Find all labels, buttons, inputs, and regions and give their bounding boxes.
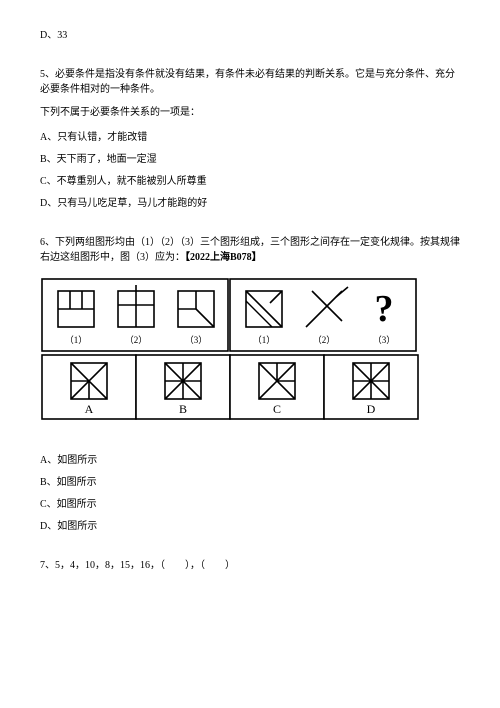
label-r3: （3） (373, 335, 396, 345)
q7-stem: 7、5，4，10，8，15，16，（ ），（ ） (40, 558, 460, 573)
q5-option-c: C、不尊重别人，就不能被别人所尊重 (40, 174, 460, 189)
label-opt-c: C (273, 402, 281, 416)
q5-stem-1: 5、必要条件是指没有条件就没有结果，有条件未必有结果的判断关系。它是与充分条件、… (40, 67, 460, 97)
q6-option-c: C、如图所示 (40, 497, 460, 512)
q4-option-d: D、33 (40, 28, 460, 43)
q6-option-d: D、如图所示 (40, 519, 460, 534)
q7: 7、5，4，10，8，15，16，（ ），（ ） (40, 558, 460, 573)
label-l2: （2） (125, 335, 148, 345)
q6-figure: （1） （2） （3） (40, 277, 460, 437)
q5-stem-2: 下列不属于必要条件关系的一项是： (40, 105, 460, 120)
q6: 6、下列两组图形均由（1）（2）（3）三个图形组成，三个图形之间存在一定变化规律… (40, 235, 460, 534)
q5: 5、必要条件是指没有条件就没有结果，有条件未必有结果的判断关系。它是与充分条件、… (40, 67, 460, 211)
q5-option-a: A、只有认错，才能改错 (40, 130, 460, 145)
label-opt-b: B (179, 402, 187, 416)
label-l3: （3） (185, 335, 208, 345)
q6-svg: （1） （2） （3） (40, 277, 420, 437)
q6-stem: 6、下列两组图形均由（1）（2）（3）三个图形组成，三个图形之间存在一定变化规律… (40, 235, 460, 265)
question-mark-icon: ? (375, 288, 394, 330)
label-r1: （1） (253, 335, 276, 345)
q4-remainder: D、33 (40, 28, 460, 43)
label-l1: （1） (65, 335, 88, 345)
label-opt-d: D (367, 402, 376, 416)
q5-option-b: B、天下雨了，地面一定湿 (40, 152, 460, 167)
q6-tag: 【2022上海B078】 (185, 252, 262, 263)
q5-option-d: D、只有马儿吃足草，马儿才能跑的好 (40, 196, 460, 211)
label-r2: （2） (313, 335, 336, 345)
q6-option-b: B、如图所示 (40, 475, 460, 490)
q6-option-a: A、如图所示 (40, 453, 460, 468)
label-opt-a: A (85, 402, 94, 416)
